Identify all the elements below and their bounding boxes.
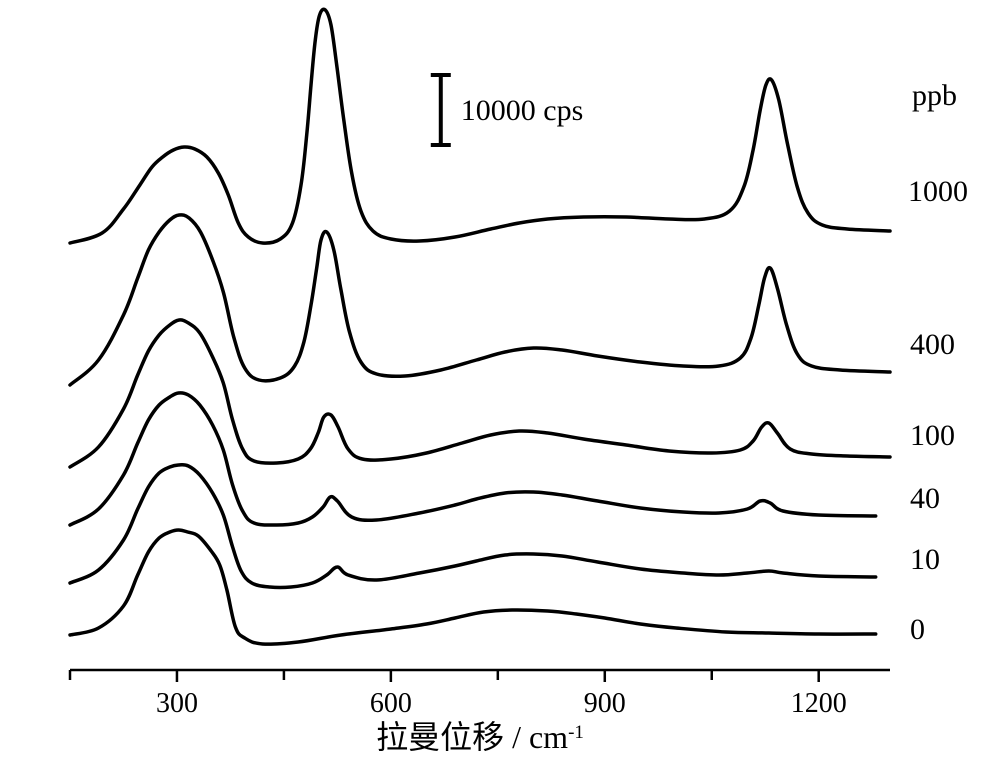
x-tick-900: 900: [584, 688, 626, 719]
ppb-header: ppb: [912, 79, 957, 112]
series-label-0: 0: [910, 613, 925, 646]
series-label-10: 10: [910, 543, 940, 576]
x-axis-label: 拉曼位移 / cm-1: [376, 719, 584, 755]
x-tick-300: 300: [156, 688, 198, 719]
x-tick-1200: 1200: [791, 688, 847, 719]
raman-spectra-chart: 0 10 40 100 400 1000 ppb 10000 cps 300 600 900 1200…: [0, 0, 1000, 762]
series-label-40: 40: [910, 482, 940, 515]
x-tick-600: 600: [370, 688, 412, 719]
svg-text:10000 cps: 10000 cps: [461, 94, 583, 127]
series-label-400: 400: [910, 328, 955, 361]
series-label-100: 100: [910, 419, 955, 452]
series-label-1000: 1000: [908, 175, 968, 208]
